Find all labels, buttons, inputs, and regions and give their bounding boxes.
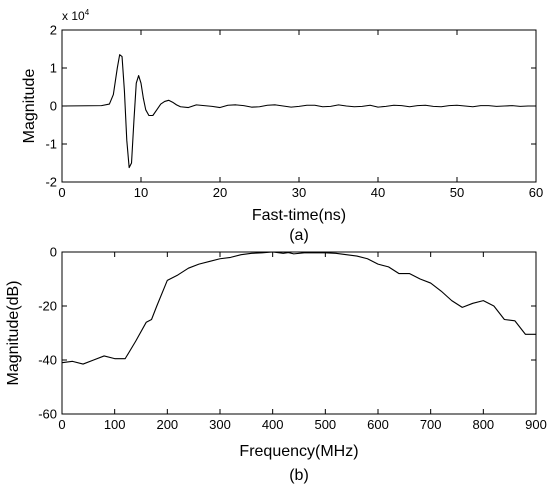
- chart-b-x-tick-label: 800: [472, 417, 494, 432]
- chart-b-x-axis-label: Frequency(MHz): [239, 443, 358, 460]
- chart-b-x-tick-label: 200: [156, 417, 178, 432]
- chart-b-x-tick-label: 500: [314, 417, 336, 432]
- chart-a-x-tick-label: 40: [371, 185, 385, 200]
- chart-b-y-tick-label: -40: [38, 353, 57, 368]
- chart-a-series-line: [61, 54, 536, 169]
- chart-a-x-tick-label: 30: [292, 185, 306, 200]
- chart-a-tick-labels: 0 10 20 30 40 50 60 -2 -1 0 1 2: [45, 23, 543, 201]
- chart-a-y-tick-label: -2: [45, 175, 57, 190]
- chart-a-x-tick-label: 0: [58, 185, 65, 200]
- chart-b-frame: [61, 251, 537, 415]
- chart-a-y-tick-label: 1: [50, 61, 57, 76]
- chart-b-tick-labels: 0 100 200 300 400 500 600 700 800 900 -60 -40 -20 0: [38, 245, 547, 433]
- chart-b-caption: (b): [289, 467, 309, 484]
- chart-a-ticks: [61, 29, 537, 183]
- chart-a-y-tick-label: 2: [50, 23, 57, 38]
- chart-b-x-tick-label: 900: [525, 417, 547, 432]
- chart-a-exponent-label: x 104: [62, 8, 90, 23]
- chart-a-x-axis-label: Fast-time(ns): [252, 207, 346, 224]
- chart-b-x-tick-label: 300: [209, 417, 231, 432]
- chart-a-y-axis-label: Magnitude: [21, 69, 38, 144]
- chart-b-x-tick-label: 100: [104, 417, 126, 432]
- chart-b-y-axis-label: Magnitude(dB): [5, 281, 22, 386]
- chart-a-y-tick-label: -1: [45, 137, 57, 152]
- chart-b-series-line: [61, 251, 536, 365]
- chart-a-x-tick-label: 60: [529, 185, 543, 200]
- chart-b-y-tick-label: 0: [50, 245, 57, 260]
- chart-b-y-tick-label: -20: [38, 299, 57, 314]
- chart-b-ticks: [61, 251, 537, 415]
- chart-b-x-tick-label: 400: [262, 417, 284, 432]
- chart-a-caption: (a): [289, 227, 309, 244]
- chart-a-x-tick-label: 50: [450, 185, 464, 200]
- chart-a-x-tick-label: 20: [213, 185, 227, 200]
- chart-b-x-tick-label: 600: [367, 417, 389, 432]
- chart-b: 0 100 200 300 400 500 600 700 800 900 -60 -40 -20 0 F…: [5, 245, 547, 485]
- chart-a-x-tick-label: 10: [134, 185, 148, 200]
- chart-b-x-tick-label: 700: [420, 417, 442, 432]
- chart-b-x-tick-label: 0: [58, 417, 65, 432]
- chart-a: 0 10 20 30 40 50 60 -2 -1 0 1 2 x 104 Fast-time(ns)…: [21, 8, 543, 244]
- chart-a-y-tick-label: 0: [50, 99, 57, 114]
- chart-b-y-tick-label: -60: [38, 407, 57, 422]
